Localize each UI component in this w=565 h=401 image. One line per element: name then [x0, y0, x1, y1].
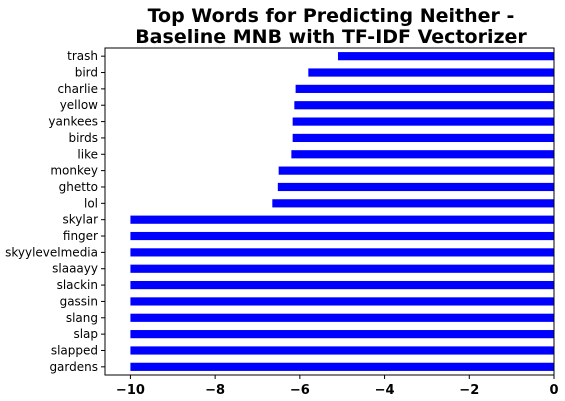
- bar-yankees: [292, 117, 554, 126]
- bar-trash: [337, 52, 554, 61]
- bar-ghetto: [277, 182, 554, 192]
- bar-monkey: [278, 166, 554, 175]
- bar-yellow: [294, 101, 554, 110]
- bar-slapped: [130, 346, 555, 355]
- plot-frame: [104, 47, 555, 376]
- y-tick-label: slap: [73, 327, 98, 341]
- x-tick-label: −8: [205, 383, 225, 398]
- bar-bird: [308, 68, 554, 77]
- y-axis-ticks: trash bird charlie yellow yankees birds like mo…: [5, 49, 105, 374]
- y-tick-label: finger: [63, 229, 98, 243]
- x-tick-label: −2: [459, 383, 479, 398]
- y-tick-label: yankees: [48, 115, 98, 129]
- x-tick-label: −4: [375, 383, 395, 398]
- y-tick-label: skyylevelmedia: [5, 245, 98, 259]
- x-axis-ticks: −10 −8 −6 −4 −2 0: [116, 375, 559, 398]
- y-tick-label: trash: [67, 49, 98, 63]
- y-tick-label: charlie: [57, 82, 98, 96]
- bar-gardens: [130, 362, 555, 371]
- y-tick-label: skylar: [63, 213, 99, 227]
- y-tick-label: slaaayy: [52, 262, 98, 276]
- y-tick-label: ghetto: [59, 180, 98, 194]
- y-tick-label: monkey: [50, 164, 98, 178]
- bar-slap: [130, 330, 555, 339]
- bar-gassin: [130, 297, 555, 306]
- x-tick-label: −6: [290, 383, 310, 398]
- bar-like: [291, 150, 554, 159]
- bar-lol: [272, 199, 554, 208]
- x-tick-label: −10: [116, 383, 145, 398]
- bar-slaaayy: [130, 264, 555, 273]
- y-tick-label: slang: [66, 311, 98, 325]
- chart-title-line-1: Top Words for Predicting Neither -: [148, 5, 515, 27]
- bar-slackin: [130, 280, 555, 290]
- bars-group: [130, 52, 555, 371]
- bar-birds: [292, 133, 554, 143]
- bar-charlie: [295, 84, 554, 93]
- bar-slang: [130, 313, 555, 322]
- y-tick-label: gassin: [60, 294, 98, 308]
- y-tick-label: bird: [75, 66, 98, 80]
- y-tick-label: slackin: [57, 278, 98, 292]
- y-tick-label: lol: [84, 196, 98, 210]
- y-tick-label: yellow: [60, 98, 98, 112]
- chart-title-line-2: Baseline MNB with TF-IDF Vectorizer: [135, 26, 527, 48]
- bar-finger: [130, 231, 555, 241]
- bar-skyylevelmedia: [130, 248, 555, 257]
- y-tick-label: slapped: [51, 343, 98, 357]
- x-tick-label: 0: [549, 383, 558, 398]
- y-tick-label: birds: [68, 131, 98, 145]
- y-tick-label: like: [77, 147, 98, 161]
- bar-skylar: [130, 215, 555, 224]
- y-tick-label: gardens: [49, 360, 98, 374]
